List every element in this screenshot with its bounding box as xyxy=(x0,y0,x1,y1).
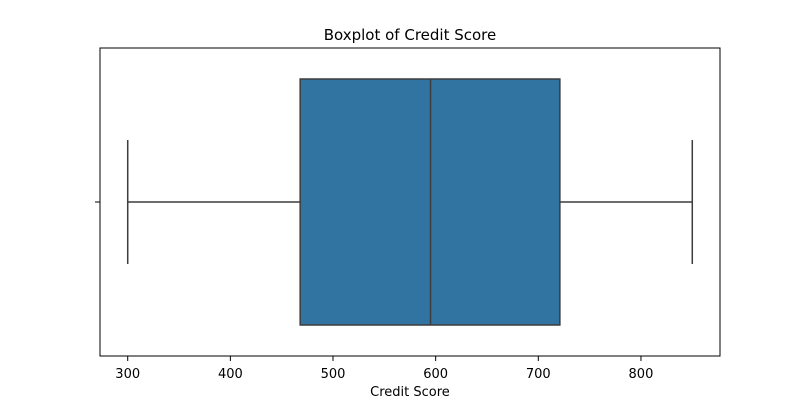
x-axis-tick-label: 800 xyxy=(629,367,654,382)
x-axis-tick-label: 300 xyxy=(115,367,140,382)
x-axis-tick-label: 600 xyxy=(423,367,448,382)
x-axis: 300 400 500 600 700 800 xyxy=(115,356,653,382)
x-axis-tick-label: 700 xyxy=(526,367,551,382)
boxplot-series xyxy=(126,78,694,326)
x-axis-tick-label: 500 xyxy=(321,367,346,382)
x-axis-tick-label: 400 xyxy=(218,367,243,382)
chart-title: Boxplot of Credit Score xyxy=(324,26,497,44)
x-axis-label: Credit Score xyxy=(370,385,450,400)
